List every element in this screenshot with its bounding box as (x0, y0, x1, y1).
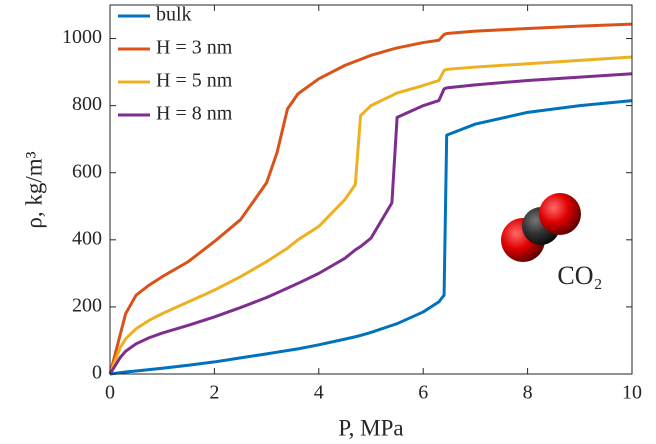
y-tick-label: 1000 (62, 26, 102, 48)
legend-label: bulk (156, 4, 192, 26)
x-tick-label: 8 (523, 382, 533, 404)
co2-molecule (501, 193, 581, 262)
x-tick-label: 6 (418, 382, 428, 404)
y-tick-label: 800 (72, 93, 102, 115)
legend-label: H = 5 nm (156, 70, 233, 92)
legend-label: H = 3 nm (156, 37, 233, 59)
legend: bulk H = 3 nm H = 5 nm H = 8 nm (118, 4, 233, 125)
x-tick-label: 0 (105, 382, 115, 404)
x-tick-label: 4 (314, 382, 324, 404)
plot-area: 0 2 4 6 8 10 0 200 400 600 800 1000 (62, 4, 642, 404)
series-line (108, 55, 633, 375)
y-tick-label: 0 (92, 362, 102, 384)
x-tick-label: 10 (622, 382, 642, 404)
axes-box (109, 4, 633, 375)
series-line (108, 22, 633, 375)
x-tick-label: 2 (209, 382, 219, 404)
y-axis-label: ρ, kg/m³ (21, 151, 46, 228)
x-axis-label: P, MPa (338, 415, 403, 440)
series-line (109, 99, 633, 376)
annotation: CO₂ (557, 261, 602, 290)
series-line (108, 72, 633, 375)
y-tick-label: 200 (72, 295, 102, 317)
y-tick-label: 600 (72, 160, 102, 182)
y-tick-label: 400 (72, 227, 102, 249)
legend-label: H = 8 nm (156, 103, 233, 125)
oxygen-atom (539, 193, 581, 235)
